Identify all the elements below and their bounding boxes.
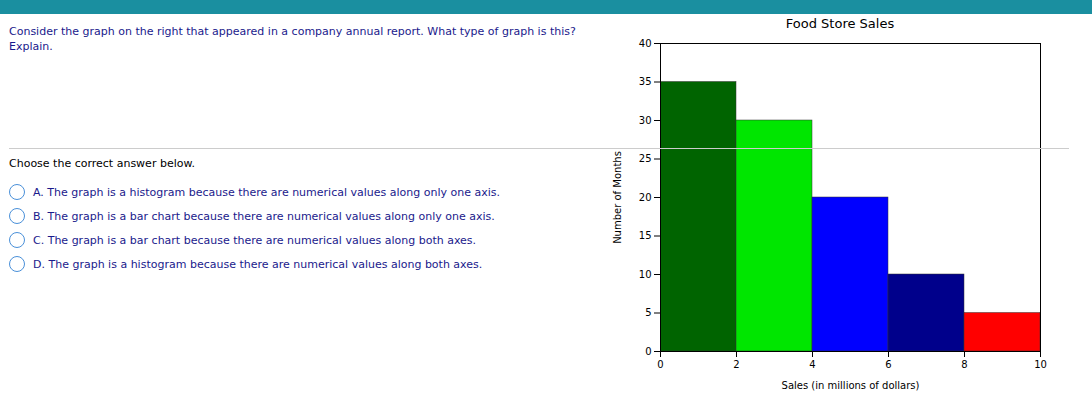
html-text:A. The graph is a histogram be: A. The graph is a histogram because ther… [33, 185, 500, 199]
svg-text:15: 15 [639, 230, 652, 241]
html-text:Food Store Sales: Food Store Sales [785, 16, 895, 31]
svg-text:2: 2 [733, 359, 739, 370]
svg-text:35: 35 [639, 76, 652, 87]
svg-text:0: 0 [657, 359, 663, 370]
html-text:B. The graph is a bar chart be: B. The graph is a bar chart because ther… [33, 209, 495, 223]
svg-text:5: 5 [645, 307, 651, 318]
html-text:Consider the graph on the righ: Consider the graph on the right that app… [9, 25, 576, 53]
svg-text:4: 4 [809, 359, 815, 370]
svg-text:8: 8 [961, 359, 967, 370]
html-text:C. The graph is a bar chart be: C. The graph is a bar chart because ther… [33, 233, 477, 247]
html-text:Choose the correct answer belo: Choose the correct answer below. [9, 157, 195, 170]
svg-text:20: 20 [639, 192, 652, 203]
svg-text:25: 25 [639, 153, 652, 164]
svg-text:0: 0 [645, 346, 651, 357]
html-text:D. The graph is a histogram be: D. The graph is a histogram because ther… [33, 257, 483, 271]
svg-text:6: 6 [885, 359, 891, 370]
svg-text:30: 30 [639, 115, 652, 126]
svg-text:Sales (in millions of dollars): Sales (in millions of dollars) [782, 380, 920, 391]
svg-text:10: 10 [1034, 359, 1047, 370]
svg-text:40: 40 [639, 38, 652, 49]
svg-text:10: 10 [639, 269, 652, 280]
svg-text:Number of Months: Number of Months [612, 151, 623, 244]
